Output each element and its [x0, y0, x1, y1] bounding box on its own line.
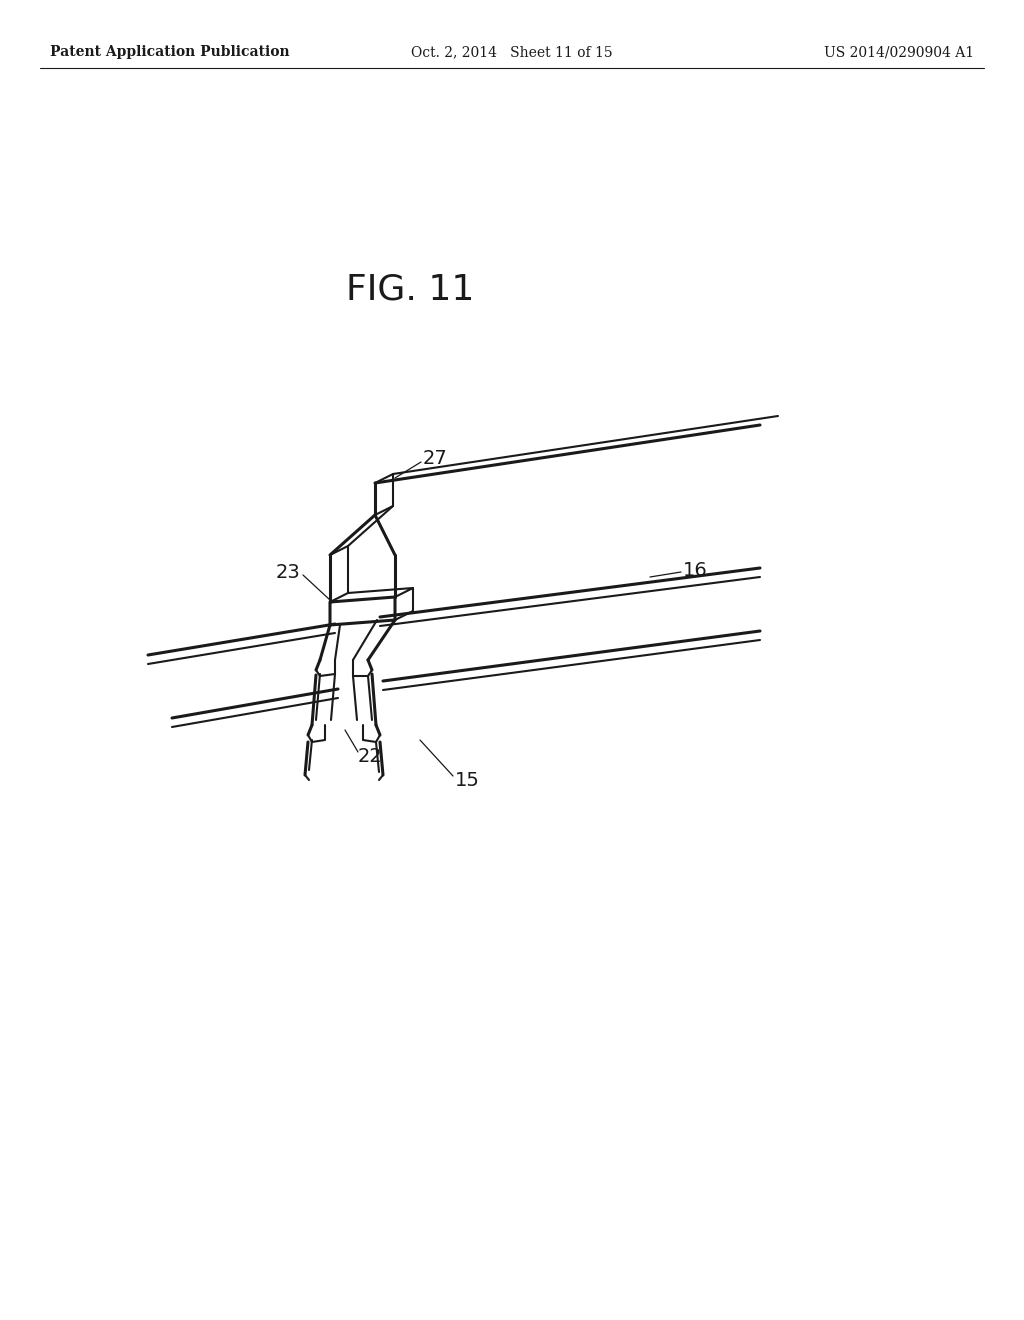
Text: 23: 23	[275, 562, 300, 582]
Text: 22: 22	[358, 747, 383, 766]
Text: Patent Application Publication: Patent Application Publication	[50, 45, 290, 59]
Text: US 2014/0290904 A1: US 2014/0290904 A1	[824, 45, 974, 59]
Text: 16: 16	[683, 561, 708, 579]
Text: 27: 27	[423, 449, 447, 467]
Text: 15: 15	[455, 771, 480, 789]
Text: Oct. 2, 2014   Sheet 11 of 15: Oct. 2, 2014 Sheet 11 of 15	[412, 45, 612, 59]
Text: FIG. 11: FIG. 11	[346, 273, 474, 308]
